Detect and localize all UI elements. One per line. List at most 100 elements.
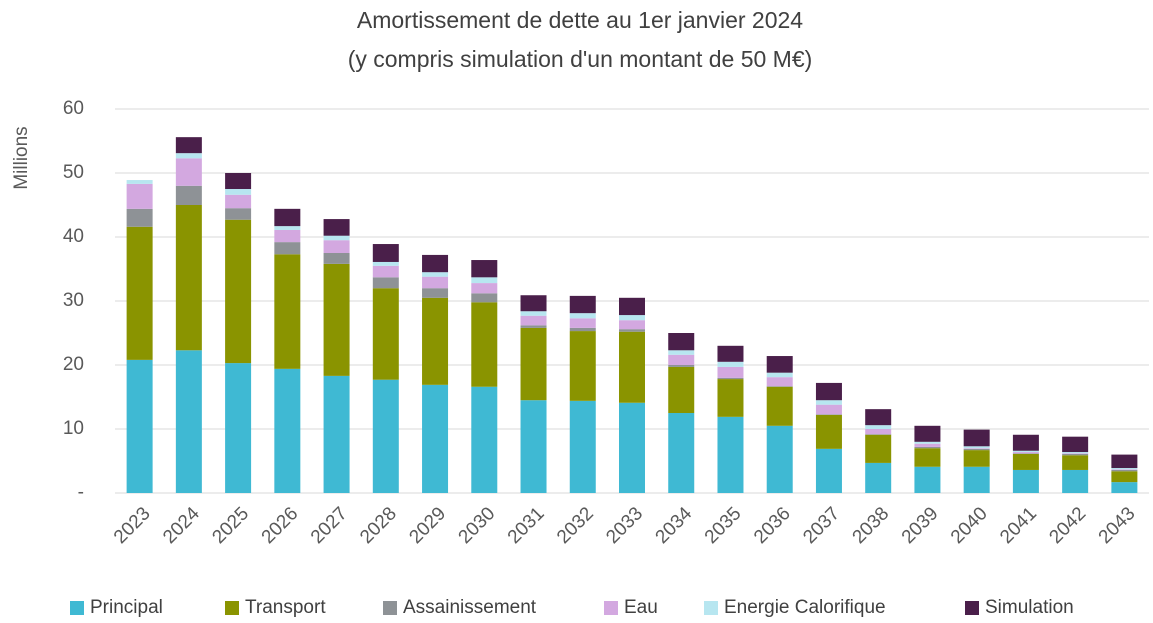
bar-segment [914,466,941,493]
bar-segment [225,173,252,189]
bar-segment [274,242,301,255]
bar-segment [520,400,547,493]
chart-title: Amortissement de dette au 1er janvier 20… [357,7,803,33]
legend-label: Simulation [985,597,1074,618]
bar-segment [865,462,892,493]
bar-segment [372,379,399,493]
bar-segment [1062,453,1089,456]
bar-segment [471,283,498,294]
legend-label: Principal [90,597,163,618]
bar-segment [914,441,941,444]
bar-segment [175,137,202,154]
bar-segment [323,240,350,253]
bar-segment [1111,469,1138,472]
legend-swatch [225,601,239,615]
bar-segment [1111,482,1138,493]
bar-segment [323,263,350,376]
bar-segment [520,327,547,401]
bar-segment [1012,453,1039,470]
bar-segment [422,272,449,277]
legend-swatch [965,601,979,615]
bar-segment [717,377,744,380]
x-tick-label: 2025 [208,503,253,548]
bar-segment [569,400,596,493]
bar-segment [323,235,350,241]
bar-segment [1062,455,1089,470]
bar-segment [865,425,892,429]
bar-segment [865,434,892,463]
bar-segment [323,375,350,493]
bar-segment [914,443,941,447]
x-tick-label: 2028 [356,503,401,548]
bar-segment [225,194,252,209]
x-tick-label: 2042 [1045,503,1090,548]
bar-segment [1111,468,1138,470]
bar-segment [1012,469,1039,493]
bar-segment [717,416,744,493]
x-tick-label: 2040 [947,503,992,548]
x-tick-label: 2037 [799,503,844,548]
bar-segment [1012,434,1039,451]
bar-segment [225,219,252,364]
bar-segment [274,254,301,369]
bar-segment [274,229,301,243]
y-tick-label: 40 [63,226,84,247]
x-tick-label: 2029 [405,503,450,548]
bar-segment [717,379,744,417]
bar-segment [569,313,596,319]
y-tick-label: - [78,482,84,503]
bar-segment [815,404,842,415]
bar-segment [963,429,990,447]
bar-segment [175,158,202,186]
bar-segment [471,277,498,284]
x-tick-label: 2031 [504,503,549,548]
x-tick-label: 2023 [110,503,155,548]
x-tick-label: 2034 [652,503,697,548]
bar-segment [372,277,399,289]
bar-segment [422,297,449,385]
bar-segment [668,365,695,367]
y-axis-label: Millions [11,126,32,189]
bar-segment [815,448,842,493]
bar-segment [717,345,744,362]
x-tick-label: 2035 [701,503,746,548]
bar-segment [766,356,793,373]
y-tick-label: 10 [63,418,84,439]
bar-segment [766,377,793,387]
y-tick-label: 60 [63,98,84,119]
x-tick-label: 2036 [750,503,795,548]
bar-segment [126,226,153,360]
bar-segment [175,185,202,205]
legend-swatch [604,601,618,615]
bar-segment [372,244,399,262]
bar-segment [274,226,301,230]
y-tick-label: 20 [63,354,84,375]
bar-segment [963,450,990,467]
bar-segment [471,260,498,278]
bar-segment [422,288,449,298]
legend-label: Transport [245,597,326,618]
x-tick-label: 2038 [849,503,894,548]
bar-segment [815,382,842,401]
bar-segment [865,434,892,435]
legend-swatch [383,601,397,615]
bar-segment [372,265,399,278]
bar-segment [619,331,645,403]
bar-segment [1012,452,1039,454]
bar-segment [963,446,990,449]
bar-segment [126,208,153,227]
bar-segment [815,414,842,415]
bar-segment [569,318,596,328]
bar-segment [471,293,498,303]
bar-segment [668,413,695,493]
x-tick-label: 2033 [602,503,647,548]
bar-segment [422,276,449,289]
bar-segment [471,302,498,387]
bar-segment [766,372,793,378]
bar-segment [225,363,252,493]
legend-swatch [704,601,718,615]
bar-segment [963,466,990,493]
bar-segment [471,386,498,493]
bar-segment [668,354,695,365]
bar-segment [619,402,645,493]
